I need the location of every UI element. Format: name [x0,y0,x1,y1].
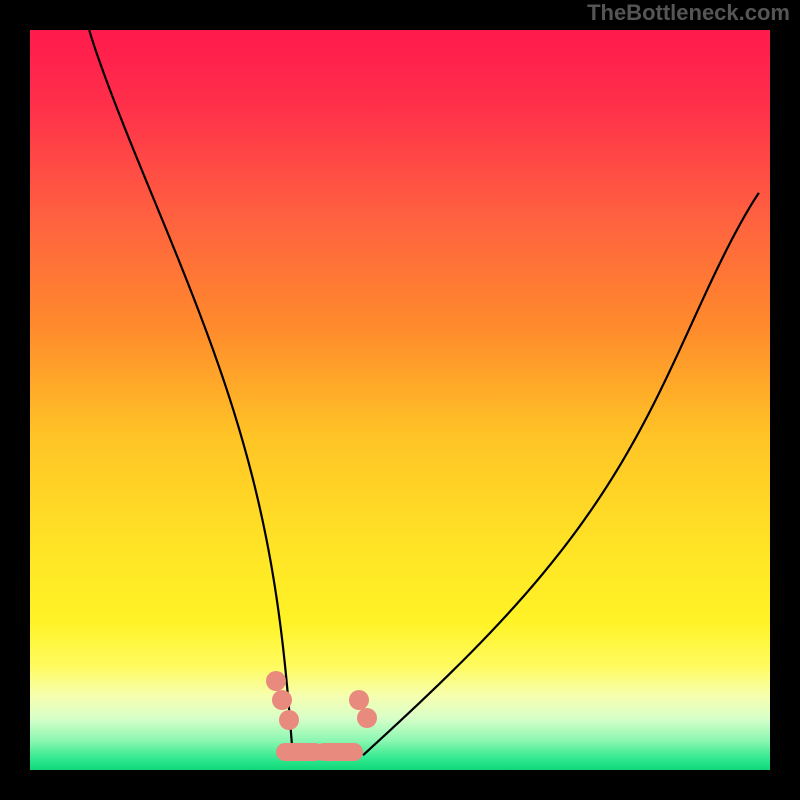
trough-dot [266,671,286,691]
trough-dot [272,690,292,710]
plot-area [30,30,770,770]
trough-dot [357,708,377,728]
watermark-text: TheBottleneck.com [587,0,790,26]
trough-dot [349,690,369,710]
trough-markers [30,30,770,770]
trough-dot [279,710,299,730]
trough-cap [315,743,363,761]
